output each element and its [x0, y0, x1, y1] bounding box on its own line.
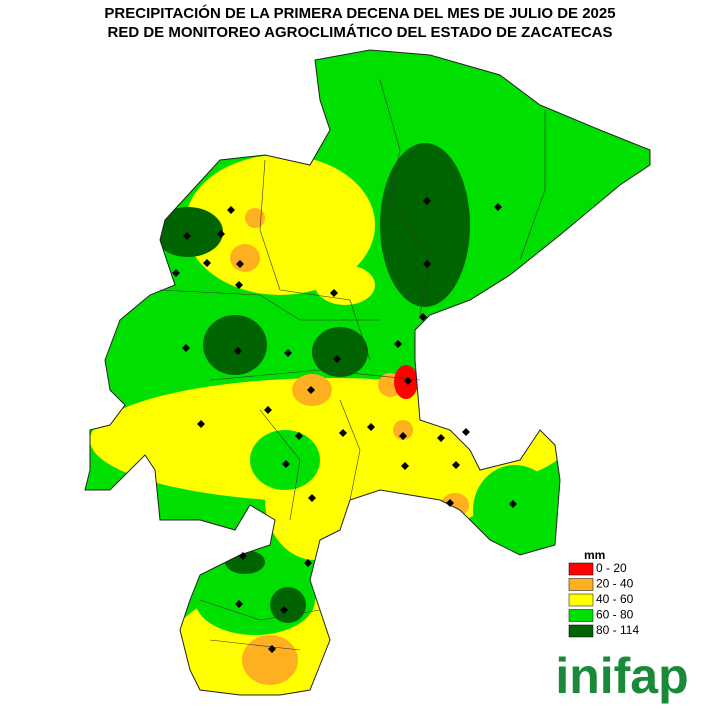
- legend-label: 60 - 80: [596, 608, 634, 622]
- title-line: RED DE MONITOREO AGROCLIMÁTICO DEL ESTAD…: [107, 24, 612, 41]
- legend-swatch: [568, 562, 594, 576]
- legend-title: mm: [584, 548, 605, 562]
- zone-20-40: [441, 493, 469, 517]
- zone-60-80: [473, 465, 557, 555]
- state-outline: [84, 49, 651, 696]
- zone-20-40: [230, 244, 260, 272]
- zone-20-40: [245, 208, 265, 228]
- municipal-borders: [159, 79, 546, 651]
- zone-20-40: [242, 635, 298, 685]
- zone-80-114: [380, 143, 470, 307]
- legend-swatch: [568, 609, 594, 622]
- zone-60-80: [250, 430, 320, 490]
- zone-80-114: [153, 207, 223, 257]
- legend-label: 80 - 114: [596, 623, 639, 637]
- zone-20-40: [393, 420, 413, 440]
- legend-label: 40 - 60: [596, 592, 634, 606]
- legend-swatch: [568, 578, 594, 591]
- title-line: PRECIPITACIÓN DE LA PRIMERA DECENA DEL M…: [104, 4, 615, 22]
- zone-40-60: [315, 265, 375, 305]
- legend-label: 20 - 40: [596, 577, 634, 591]
- legend-label: 0 - 20: [596, 561, 627, 575]
- legend-swatch: [568, 593, 594, 607]
- legend-swatch: [568, 624, 594, 638]
- zone-80-114: [203, 315, 267, 375]
- zone-80-114: [312, 327, 368, 377]
- logo: inifap: [555, 648, 688, 704]
